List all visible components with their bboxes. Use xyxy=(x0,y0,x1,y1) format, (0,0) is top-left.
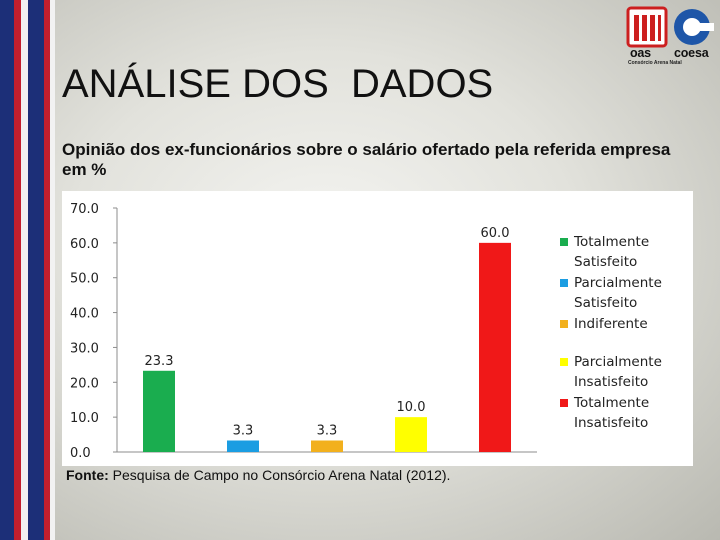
stripe-navy-2 xyxy=(28,0,44,540)
stripe-white-1 xyxy=(21,0,28,540)
bar xyxy=(311,440,343,452)
stripe-white-2 xyxy=(50,0,55,540)
stripe-navy-1 xyxy=(0,0,14,540)
legend-swatch xyxy=(560,238,568,246)
legend-label: Totalmente xyxy=(573,234,649,250)
y-tick-label: 0.0 xyxy=(70,446,91,461)
stripe-red-2 xyxy=(44,0,50,540)
data-label: 60.0 xyxy=(481,226,510,241)
stripe-red-1 xyxy=(14,0,21,540)
source-text: Pesquisa de Campo no Consórcio Arena Nat… xyxy=(108,467,451,483)
legend-label: Indiferente xyxy=(574,316,648,332)
y-tick-label: 60.0 xyxy=(70,237,99,252)
decorative-stripes xyxy=(0,0,58,540)
bar xyxy=(143,370,175,452)
data-label: 3.3 xyxy=(317,423,338,438)
slide-subtitle: Opinião dos ex-funcionários sobre o salá… xyxy=(62,140,671,179)
legend-label: Satisfeito xyxy=(574,295,637,311)
y-tick-label: 50.0 xyxy=(70,272,99,287)
legend-swatch xyxy=(560,358,568,366)
y-tick-label: 30.0 xyxy=(70,341,99,356)
chart-panel: 0.0 10.0 20.0 30.0 40.0 50.0 60.0 70.0 23.3 3.3 3.… xyxy=(62,191,693,466)
source-note: Fonte: Pesquisa de Campo no Consórcio Ar… xyxy=(66,467,450,483)
legend-swatch xyxy=(560,399,568,407)
source-label: Fonte: xyxy=(66,467,109,483)
legend-swatch xyxy=(560,320,568,328)
bar xyxy=(479,242,511,452)
legend-swatch xyxy=(560,279,568,287)
logo-subtext: Consórcio Arena Natal xyxy=(628,60,682,66)
bar xyxy=(227,440,259,452)
data-label: 3.3 xyxy=(233,423,254,438)
legend-label: Parcialmente xyxy=(574,275,662,291)
bar xyxy=(395,417,427,452)
data-label: 10.0 xyxy=(397,400,426,415)
logo-word-coesa: coesa xyxy=(674,46,709,60)
company-logo: oas coesa Consórcio Arena Natal xyxy=(626,6,714,66)
y-tick-label: 20.0 xyxy=(70,376,99,391)
logo-word-oas: oas xyxy=(630,46,651,60)
bar-chart: 0.0 10.0 20.0 30.0 40.0 50.0 60.0 70.0 23.3 3.3 3.… xyxy=(70,202,662,461)
legend-label: Insatisfeito xyxy=(574,415,648,431)
y-tick-label: 10.0 xyxy=(70,411,99,426)
legend-label: Satisfeito xyxy=(574,254,637,270)
legend-label: Insatisfeito xyxy=(574,374,648,390)
data-label: 23.3 xyxy=(145,354,174,369)
slide-title: ANÁLISE DOS DADOS xyxy=(62,62,494,106)
legend-label: Totalmente xyxy=(573,395,649,411)
logo-mark-icon xyxy=(626,6,714,48)
y-tick-label: 40.0 xyxy=(70,307,99,322)
y-tick-label: 70.0 xyxy=(70,202,99,217)
legend-label: Parcialmente xyxy=(574,354,662,370)
